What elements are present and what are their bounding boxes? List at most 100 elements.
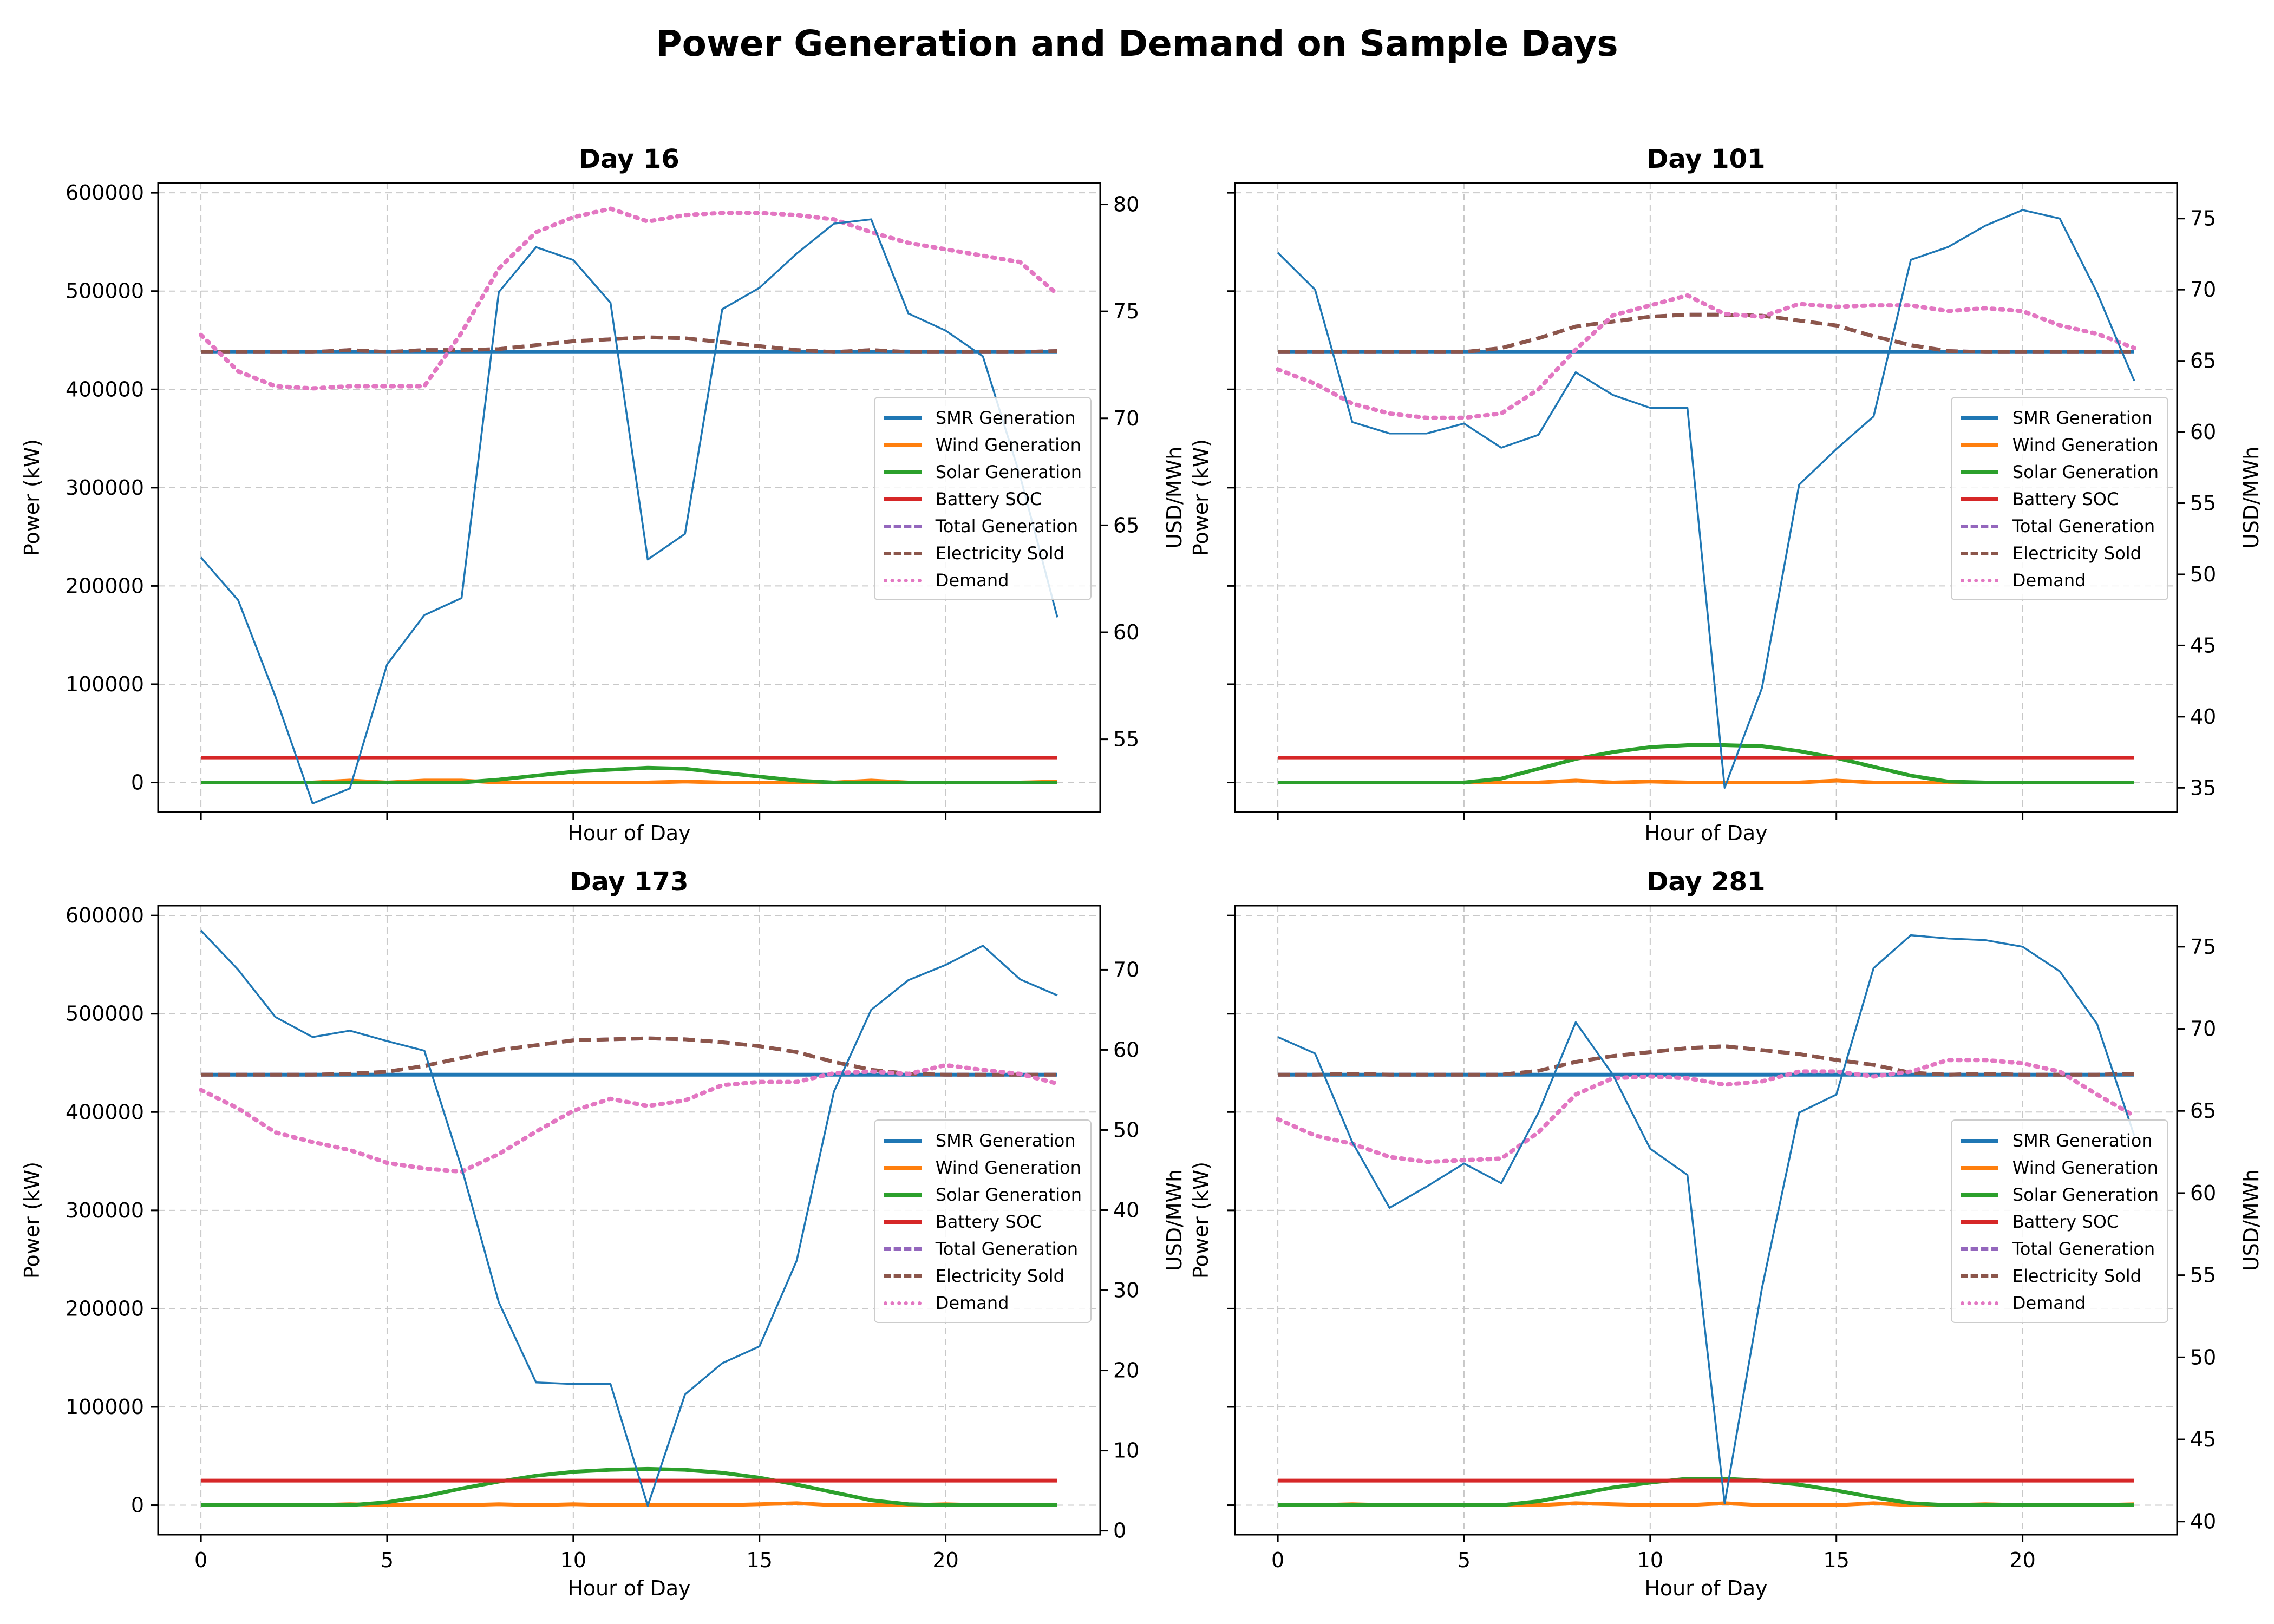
y-tick-label: 400000 <box>66 1100 144 1124</box>
legend-item-smr: SMR Generation <box>1960 1127 2159 1154</box>
legend-item-battery: Battery SOC <box>1960 1208 2159 1235</box>
legend-swatch <box>883 470 922 474</box>
y2-tick-label: 50 <box>2190 562 2216 586</box>
price-line <box>200 929 1058 1507</box>
x-tick-label: 20 <box>932 1548 958 1572</box>
legend-swatch <box>1960 497 1998 501</box>
series-line-demand <box>199 1063 1060 1174</box>
legend-label: Demand <box>935 570 1009 591</box>
legend-swatch <box>1960 551 1998 555</box>
legend-item-solar: Solar Generation <box>883 459 1082 486</box>
legend-swatch <box>1960 443 1998 447</box>
y2-axis-label: USD/MWh <box>1162 1169 1186 1271</box>
x-tick-label: 0 <box>1271 1548 1284 1572</box>
y2-axis-label: USD/MWh <box>1162 447 1186 548</box>
legend-item-total: Total Generation <box>1960 1235 2159 1262</box>
x-tick-label: 15 <box>1824 1548 1850 1572</box>
legend-label: Total Generation <box>935 516 1079 536</box>
legend-swatch <box>883 1165 922 1170</box>
legend-swatch <box>1960 1165 1998 1170</box>
legend-swatch <box>883 578 922 582</box>
legend-label: SMR Generation <box>2012 408 2153 428</box>
y2-tick-label: 0 <box>1113 1519 1126 1543</box>
legend-item-wind: Wind Generation <box>1960 431 2159 459</box>
y2-tick-label: 70 <box>1113 407 1139 430</box>
legend-swatch <box>1960 470 1998 474</box>
y2-tick-label: 50 <box>2190 1345 2216 1369</box>
series-line-demand <box>199 206 1060 391</box>
y-tick-label: 0 <box>131 1494 144 1517</box>
legend-item-smr: SMR Generation <box>883 404 1082 431</box>
legend-label: Battery SOC <box>2012 489 2119 509</box>
series-line-total <box>1278 1044 2135 1077</box>
legend-label: Solar Generation <box>2012 1184 2159 1205</box>
legend-label: Demand <box>935 1293 1009 1313</box>
y2-tick-label: 80 <box>1113 193 1139 217</box>
legend-item-demand: Demand <box>883 1289 1082 1317</box>
legend-swatch <box>883 551 922 555</box>
y-axis-label: Power (kW) <box>1189 1162 1213 1279</box>
legend-item-total: Total Generation <box>883 513 1082 540</box>
y2-tick-label: 75 <box>2190 207 2216 231</box>
x-axis-label: Hour of Day <box>567 1576 690 1600</box>
legend-label: Demand <box>2012 570 2086 591</box>
legend-item-wind: Wind Generation <box>883 1154 1082 1181</box>
y2-tick-label: 65 <box>2190 1099 2216 1123</box>
series-line-sold <box>201 335 1058 354</box>
y2-tick-label: 55 <box>2190 1263 2216 1287</box>
x-axis-label: Hour of Day <box>567 821 690 845</box>
y2-tick-label: 70 <box>2190 278 2216 302</box>
series-line-solar <box>1278 743 2134 785</box>
y-tick-label: 600000 <box>66 181 144 205</box>
legend-swatch <box>1960 1247 1998 1251</box>
legend-label: Wind Generation <box>2012 1157 2158 1178</box>
x-tick-label: 15 <box>747 1548 773 1572</box>
y-tick-label: 300000 <box>66 1199 144 1222</box>
legend: SMR Generation Wind Generation Solar Gener… <box>1950 1119 2168 1323</box>
legend-swatch <box>1960 578 1998 582</box>
legend-swatch <box>1960 1220 1998 1224</box>
legend-swatch <box>883 416 922 420</box>
y2-tick-label: 60 <box>1113 1038 1139 1062</box>
legend-label: Electricity Sold <box>935 543 1064 564</box>
series-line-sold <box>201 1036 1057 1077</box>
legend-label: Total Generation <box>2012 516 2155 536</box>
y-tick-label: 500000 <box>66 1002 144 1026</box>
y2-tick-label: 75 <box>2190 935 2216 959</box>
legend-swatch <box>1960 1301 1998 1305</box>
x-tick-label: 10 <box>560 1548 586 1572</box>
x-tick-label: 10 <box>1637 1548 1663 1572</box>
y-axis-label: Power (kW) <box>20 1162 44 1279</box>
y2-tick-label: 20 <box>1113 1359 1139 1383</box>
series-line-solar <box>201 765 1057 785</box>
price-line <box>1277 934 2135 1505</box>
legend-label: Battery SOC <box>935 1212 1042 1232</box>
series-line-sold <box>1278 312 2134 354</box>
y2-tick-label: 60 <box>2190 420 2216 444</box>
subplot-title: Day 173 <box>570 867 689 897</box>
legend-label: SMR Generation <box>935 1130 1076 1151</box>
legend-item-sold: Electricity Sold <box>883 1262 1082 1289</box>
legend-item-demand: Demand <box>1960 1289 2159 1317</box>
plot-frame <box>1234 182 2178 813</box>
y2-tick-label: 60 <box>1113 620 1139 644</box>
y-tick-label: 100000 <box>66 672 144 696</box>
legend-label: Battery SOC <box>935 489 1042 509</box>
y2-axis-label: USD/MWh <box>2239 447 2263 548</box>
legend-swatch <box>883 1193 922 1197</box>
legend: SMR Generation Wind Generation Solar Gener… <box>873 1119 1092 1323</box>
legend-swatch <box>883 1247 922 1251</box>
y2-tick-label: 70 <box>1113 958 1139 981</box>
legend-swatch <box>883 1220 922 1224</box>
legend-label: Total Generation <box>935 1239 1079 1259</box>
legend-item-total: Total Generation <box>1960 513 2159 540</box>
legend: SMR Generation Wind Generation Solar Gener… <box>1950 397 2168 600</box>
legend-item-demand: Demand <box>1960 567 2159 594</box>
y-tick-label: 400000 <box>66 377 144 401</box>
subplot-title: Day 101 <box>1647 144 1766 174</box>
legend-swatch <box>1960 524 1998 528</box>
legend-swatch <box>883 497 922 501</box>
legend-label: Electricity Sold <box>935 1266 1064 1286</box>
y2-tick-label: 70 <box>2190 1017 2216 1041</box>
legend-item-smr: SMR Generation <box>883 1127 1082 1154</box>
